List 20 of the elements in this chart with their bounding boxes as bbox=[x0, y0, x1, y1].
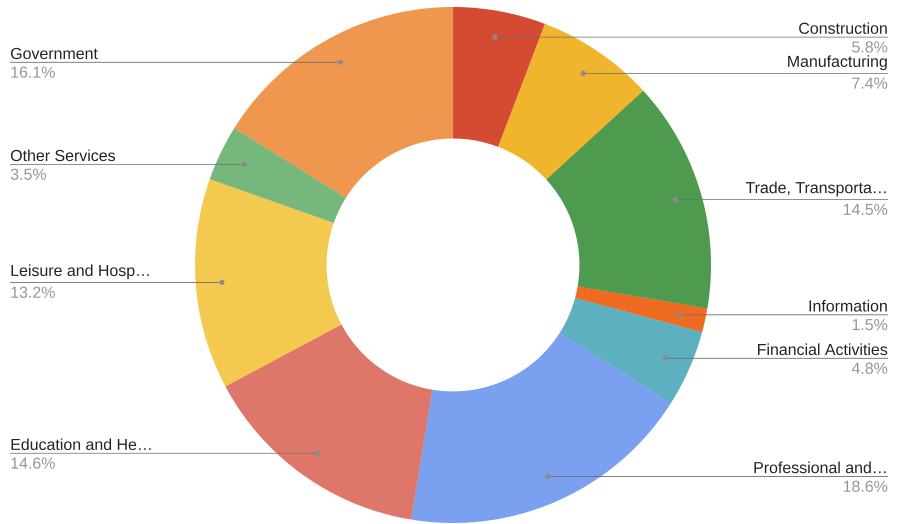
slice-label: Financial Activities bbox=[758, 343, 888, 356]
data-label: 14.6% bbox=[11, 457, 55, 469]
slice-label: Government bbox=[11, 48, 98, 60]
slice-label: Construction bbox=[799, 22, 887, 34]
data-label: 7.4% bbox=[852, 78, 888, 89]
data-label: 1.5% bbox=[852, 319, 888, 330]
slice-label: Information bbox=[810, 300, 887, 312]
slice-label: Education and He… bbox=[12, 438, 151, 450]
data-label: 13.2% bbox=[11, 286, 55, 298]
data-label: 18.6% bbox=[844, 480, 888, 492]
slice-label: Leisure and Hosp… bbox=[12, 264, 149, 280]
slice-label: Manufacturing bbox=[788, 55, 887, 70]
slice-label: Trade, Transporta… bbox=[746, 182, 886, 196]
data-label: 14.5% bbox=[844, 204, 888, 216]
data-label: 3.5% bbox=[10, 168, 46, 180]
data-label: 4.8% bbox=[852, 362, 888, 374]
slice-label: Professional and… bbox=[754, 462, 886, 474]
slice-label: Other Services bbox=[10, 149, 116, 162]
data-label: 16.1% bbox=[11, 66, 55, 78]
data-label: 5.8% bbox=[852, 41, 888, 53]
